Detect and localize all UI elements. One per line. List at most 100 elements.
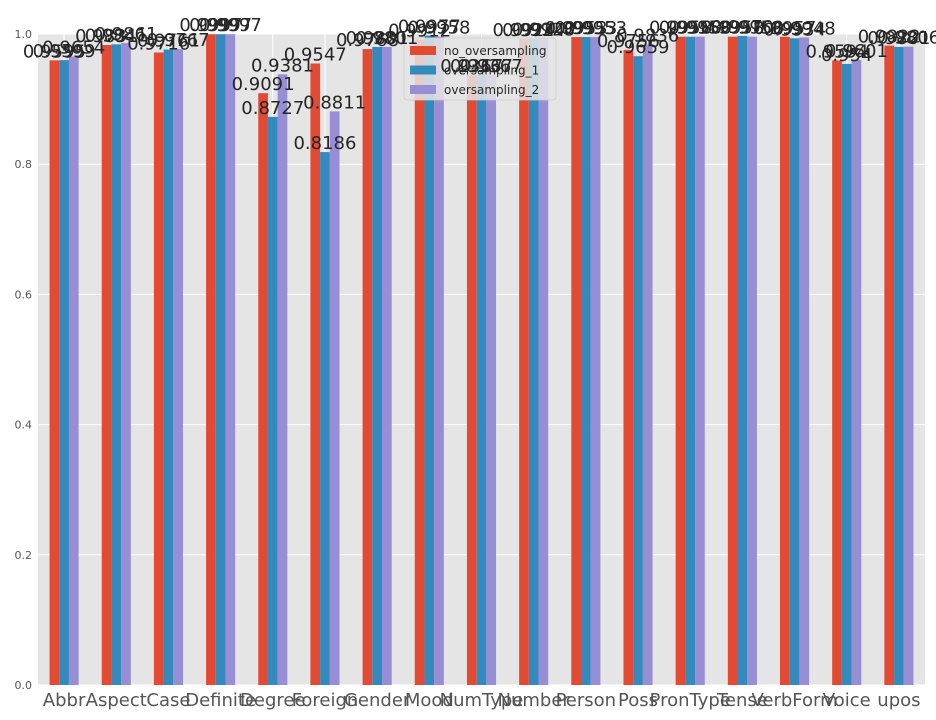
bar — [111, 44, 122, 686]
bar — [381, 46, 392, 686]
legend-swatch — [410, 65, 436, 75]
data-label: 0.9367 — [460, 56, 523, 77]
data-label: 0.8186 — [293, 133, 356, 154]
data-label: 0.9654 — [42, 38, 105, 59]
bar — [372, 46, 382, 686]
data-label: 0.9924 — [492, 20, 555, 41]
y-tick-label: 0.2 — [15, 549, 33, 562]
x-tick-label: Voice — [823, 690, 871, 711]
data-label: 0.9716 — [127, 33, 190, 54]
bar — [258, 93, 268, 685]
bar — [851, 59, 862, 685]
bar — [277, 74, 288, 686]
bar — [519, 38, 529, 685]
bar — [49, 60, 60, 686]
bar — [528, 38, 539, 685]
data-label: 0.9659 — [607, 37, 670, 58]
bar — [832, 60, 842, 685]
bar — [173, 49, 183, 686]
legend-swatch — [410, 46, 436, 55]
bar — [903, 46, 914, 686]
data-label: 0.9768 — [336, 30, 399, 51]
bar — [789, 38, 800, 685]
data-label: 0.9594 — [806, 41, 869, 62]
bar — [68, 56, 79, 686]
data-label: 0.9953 — [545, 18, 608, 39]
bar — [424, 35, 435, 685]
data-label: 0.9997 — [189, 15, 252, 36]
data-label: 0.8811 — [303, 92, 366, 113]
x-tick-label: Abbr — [43, 690, 86, 711]
data-label: 0.9958 — [701, 18, 764, 39]
bar — [590, 37, 601, 686]
bar — [101, 45, 112, 686]
x-tick-label: Definite — [185, 690, 256, 711]
bar — [310, 63, 321, 686]
data-label: 0.9381 — [251, 55, 314, 76]
x-tick-label: PronType — [650, 690, 731, 711]
legend-frame — [403, 37, 557, 101]
data-label: 0.9836 — [616, 26, 679, 47]
x-tick-label: Foreign — [292, 690, 359, 711]
bar — [747, 36, 757, 686]
legend-swatch — [410, 85, 436, 94]
bar — [476, 75, 487, 685]
bar — [267, 116, 278, 685]
data-label: 0.9924 — [502, 20, 565, 41]
bar — [434, 36, 444, 686]
y-tick-label: 0.0 — [15, 679, 33, 692]
bar — [153, 52, 164, 685]
data-label: 0.9958 — [659, 18, 722, 39]
data-label: 0.9091 — [232, 74, 295, 95]
data-label: 0.9977 — [398, 16, 461, 37]
data-label: 0.9912 — [388, 21, 451, 42]
y-tick-label: 0.6 — [15, 288, 33, 301]
x-tick-label: Person — [556, 690, 617, 711]
data-label: 0.9801 — [867, 28, 930, 49]
x-tick-label: Case — [146, 690, 190, 711]
bar — [206, 34, 216, 685]
data-label: 0.9997 — [179, 15, 242, 36]
data-label: 0.9831 — [75, 26, 138, 47]
data-label: 0.9367 — [450, 56, 513, 77]
bar — [225, 34, 236, 685]
data-label: 0.8727 — [241, 98, 304, 119]
data-label: 0.9756 — [597, 31, 660, 52]
x-tick-label: Aspect — [86, 690, 147, 711]
data-label: 0.9861 — [94, 24, 157, 45]
data-label: 0.9953 — [554, 18, 617, 39]
x-tick-label: VerbForm — [751, 690, 837, 711]
bar — [486, 75, 497, 685]
x-axis: Abbr Aspect CaseDefiniteDegreeForeignGende… — [43, 690, 921, 711]
bar — [841, 63, 852, 686]
data-label: 0.954 — [821, 45, 873, 66]
y-axis: 0.0 0.2 0.4 0.6 0.8 1.0 — [15, 28, 33, 692]
data-label: 0.9801 — [346, 28, 409, 49]
data-labels: 0.95950.98310.97160.99970.90910.95470.97… — [23, 15, 936, 154]
bar — [362, 49, 373, 685]
data-label: 0.9958 — [721, 18, 784, 39]
x-tick-label: Poss — [618, 690, 658, 711]
x-tick-label: Number — [498, 690, 571, 711]
bar — [695, 36, 705, 686]
data-label: 0.9822 — [858, 27, 921, 48]
data-label: 0.9767 — [147, 30, 210, 51]
x-tick-label: Degree — [240, 690, 306, 711]
legend: no_oversampling oversampling_1 oversamplin… — [403, 37, 557, 101]
data-label: 0.9595 — [23, 41, 86, 62]
bar — [799, 37, 810, 686]
data-label: 0.9841 — [85, 25, 148, 46]
legend-label: no_oversampling — [444, 44, 547, 58]
x-tick-label: Gender — [344, 690, 411, 711]
bar — [581, 37, 591, 686]
bar — [59, 60, 69, 685]
x-tick-label: Tense — [716, 690, 768, 711]
bar — [538, 38, 549, 686]
data-label: 0.9958 — [668, 18, 731, 39]
bar — [329, 111, 340, 685]
x-tick-label: NumType — [440, 690, 524, 711]
y-tick-label: 1.0 — [15, 28, 33, 41]
bar — [894, 46, 904, 686]
data-label: 0.9599 — [33, 41, 96, 62]
